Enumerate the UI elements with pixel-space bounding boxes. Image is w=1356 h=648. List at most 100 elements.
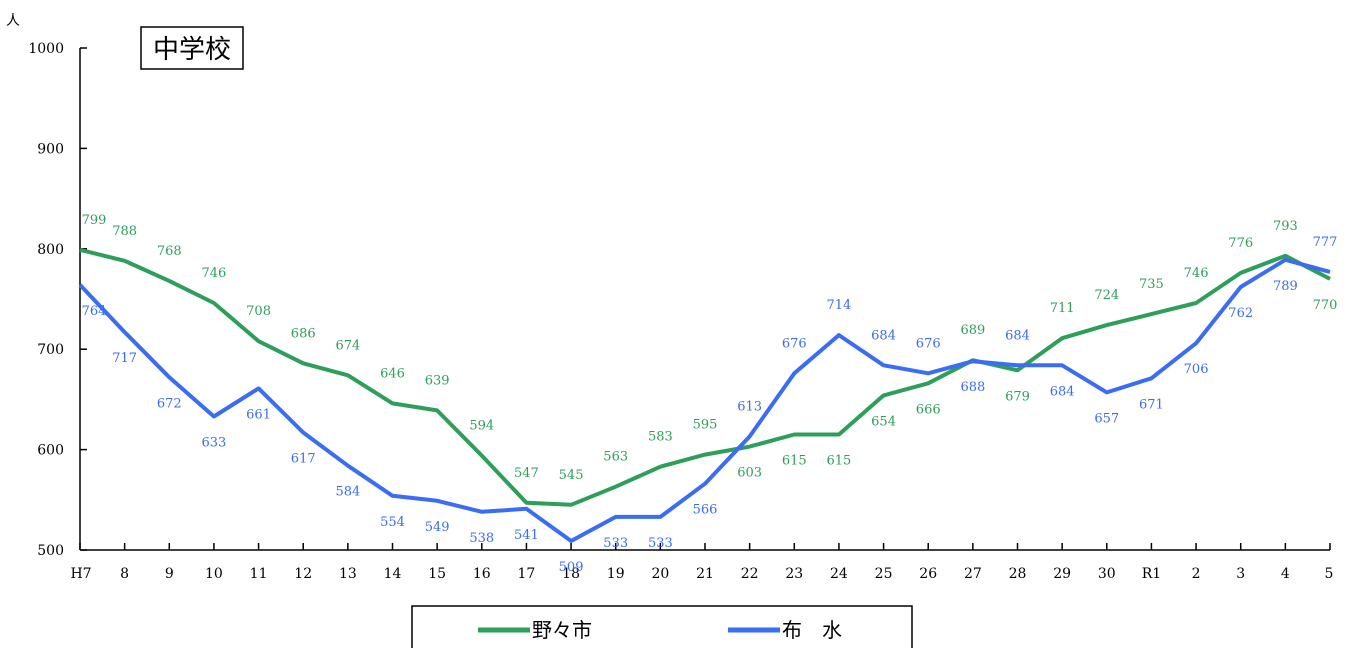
x-tick-label: 18	[562, 566, 580, 582]
data-label: 541	[514, 528, 539, 543]
data-label: 615	[782, 454, 807, 469]
data-label: 684	[871, 328, 896, 343]
x-tick-label: 3	[1236, 566, 1245, 582]
data-label: 676	[782, 336, 807, 351]
x-tick-label: 17	[518, 566, 536, 582]
x-tick-label: 14	[384, 566, 402, 582]
data-label: 538	[469, 531, 494, 546]
y-tick-label: 1000	[28, 41, 64, 57]
data-label: 646	[380, 366, 405, 381]
y-axis: 500 600 700 800 900 1000	[28, 41, 87, 559]
series-line-1	[78, 257, 1331, 543]
x-tick-label: 28	[1009, 566, 1027, 582]
data-label: 509	[559, 560, 584, 575]
x-tick-label: 25	[875, 566, 893, 582]
x-tick-label: 5	[1325, 566, 1334, 582]
data-label: 549	[425, 520, 450, 535]
data-label: 603	[737, 466, 762, 481]
data-label: 566	[693, 503, 718, 518]
data-label: 654	[871, 414, 896, 429]
data-label: 633	[202, 435, 227, 450]
data-label: 672	[157, 396, 182, 411]
x-tick-label: 9	[165, 566, 174, 582]
data-label: 770	[1313, 298, 1338, 313]
data-label: 711	[1050, 301, 1075, 316]
data-label: 595	[693, 418, 718, 433]
data-label: 789	[1273, 279, 1298, 294]
chart-title-frame	[140, 26, 244, 70]
x-tick-label: 4	[1281, 566, 1290, 582]
data-label: 686	[291, 326, 316, 341]
y-axis-unit: 人	[6, 13, 20, 29]
y-ticks: 500 600 700 800 900 1000	[28, 41, 87, 559]
data-label: 594	[469, 419, 494, 434]
chart-title-box: 中学校	[140, 26, 244, 70]
data-label: 666	[916, 402, 941, 417]
data-label: 777	[1313, 235, 1338, 250]
data-label: 615	[827, 454, 852, 469]
legend-label-fusui: 布 水	[782, 618, 842, 642]
y-tick-label: 500	[37, 543, 64, 559]
x-tick-label: 2	[1192, 566, 1201, 582]
series-line-0	[79, 247, 1331, 507]
legend-label-nonoichi: 野々市	[532, 618, 592, 642]
data-label: 674	[335, 338, 360, 353]
y-tick-label: 700	[37, 342, 64, 358]
x-tick-label: 10	[205, 566, 223, 582]
x-tick-label: 26	[919, 566, 937, 582]
data-label: 617	[291, 452, 316, 467]
data-label: 554	[380, 515, 405, 530]
data-label: 717	[112, 351, 137, 366]
chart-title: 中学校	[153, 35, 231, 65]
x-tick-label: R1	[1142, 566, 1161, 582]
x-tick-label: 12	[294, 566, 312, 582]
data-label: 661	[246, 407, 271, 422]
x-tick-label: 19	[607, 566, 625, 582]
legend: 野々市 布 水	[411, 605, 913, 648]
x-tick-label: 11	[250, 566, 268, 582]
data-label: 545	[559, 468, 584, 483]
x-tick-label: 29	[1053, 566, 1071, 582]
x-tick-label: 30	[1098, 566, 1116, 582]
x-tick-label: 21	[696, 566, 714, 582]
legend-frame	[411, 605, 913, 648]
data-labels: 799 764 788 717 768 672 746 633 708 661 686 617 674 5…	[82, 213, 1338, 575]
data-label: 613	[737, 400, 762, 415]
series-lines	[78, 247, 1331, 543]
x-tick-label: 22	[741, 566, 759, 582]
x-tick-label: H7	[70, 566, 91, 582]
y-tick-label: 600	[37, 443, 64, 459]
data-label: 776	[1228, 236, 1253, 251]
data-label: 563	[603, 450, 628, 465]
x-tick-label: 15	[428, 566, 446, 582]
data-label: 793	[1273, 219, 1298, 234]
data-label: 689	[960, 323, 985, 338]
x-tick-label: 13	[339, 566, 357, 582]
data-label: 533	[603, 536, 628, 551]
data-label: 764	[82, 304, 107, 319]
x-tick-label: 8	[120, 566, 129, 582]
x-axis: H7 8 9 10 11 12 13 14 15 16 17 18 19 20 21 22 23 24 25 26 27…	[70, 543, 1333, 582]
data-label: 706	[1184, 362, 1209, 377]
data-label: 583	[648, 430, 673, 445]
data-label: 714	[827, 298, 852, 313]
data-label: 676	[916, 336, 941, 351]
y-tick-label: 900	[37, 141, 64, 157]
data-label: 684	[1005, 328, 1030, 343]
data-label: 657	[1094, 411, 1119, 426]
data-label: 688	[960, 380, 985, 395]
data-label: 762	[1228, 306, 1253, 321]
x-tick-label: 16	[473, 566, 491, 582]
x-tick-label: 23	[785, 566, 803, 582]
data-label: 746	[1184, 266, 1209, 281]
y-tick-label: 800	[37, 242, 64, 258]
data-label: 533	[648, 536, 673, 551]
data-label: 679	[1005, 389, 1030, 404]
data-label: 708	[246, 304, 271, 319]
data-label: 746	[202, 266, 227, 281]
x-tick-label: 24	[830, 566, 848, 582]
data-label: 735	[1139, 277, 1164, 292]
data-label: 639	[425, 373, 450, 388]
data-label: 547	[514, 466, 539, 481]
